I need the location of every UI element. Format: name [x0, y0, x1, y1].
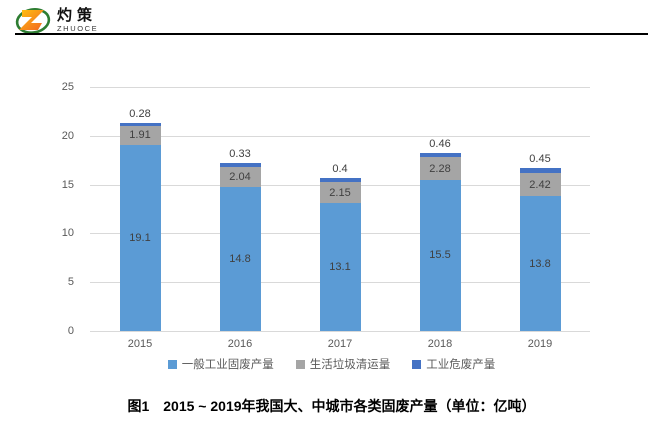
bar-value-label: 19.1	[129, 231, 151, 244]
bar-value-label: 13.1	[329, 261, 351, 274]
y-axis-tick-label: 20	[61, 129, 74, 142]
x-axis-label: 2019	[527, 338, 553, 350]
gridline	[90, 135, 590, 137]
bar-value-label: 13.8	[529, 257, 551, 270]
y-axis-tick-label: 25	[61, 81, 74, 93]
bar-segment: 2.42	[519, 172, 561, 197]
bar-segment	[319, 178, 361, 183]
bar-value-label: 2.42	[529, 178, 551, 191]
legend-swatch	[295, 359, 305, 369]
bar-segment: 19.1	[119, 144, 161, 331]
company-logo: 灼策 ZHUOCE	[14, 4, 98, 36]
bar-segment: 2.28	[419, 157, 461, 180]
bar-top-value-label: 0.46	[429, 137, 451, 150]
bar-segment	[519, 168, 561, 173]
bar-segment: 13.1	[319, 203, 361, 331]
brand-name-en: ZHUOCE	[57, 23, 99, 33]
legend-label: 一般工业固废产量	[181, 359, 274, 371]
bar-segment: 2.04	[219, 166, 261, 187]
stacked-bar-chart: 0 5 10 15 20 25 19.1 1.91 0.28 2015 14.8 2.04 0.33 2…	[0, 75, 663, 367]
bar-value-label: 2.28	[429, 162, 451, 175]
brand-text: 灼策 ZHUOCE	[57, 8, 98, 33]
y-axis-tick-label: 0	[67, 325, 74, 337]
bar-top-value-label: 0.33	[229, 148, 251, 161]
zhuoce-z-icon	[15, 8, 51, 34]
bar-segment: 14.8	[219, 186, 261, 331]
y-axis-tick-label: 15	[61, 178, 74, 191]
x-axis-label: 2017	[327, 338, 353, 350]
bar-value-label: 15.5	[429, 249, 451, 262]
bar-segment: 15.5	[419, 179, 461, 331]
bar-segment	[119, 123, 161, 126]
legend-swatch	[412, 359, 422, 369]
bar-top-value-label: 0.28	[129, 108, 151, 121]
bar-segment	[219, 163, 261, 167]
bar-value-label: 14.8	[229, 252, 251, 265]
bar-top-value-label: 0.4	[332, 163, 348, 176]
bar-value-label: 2.04	[229, 170, 251, 183]
legend-item: 生活垃圾清运量	[295, 356, 391, 372]
header-divider	[15, 33, 648, 35]
gridline	[90, 331, 590, 332]
gridline	[90, 87, 590, 88]
bar-segment: 2.15	[319, 182, 361, 204]
legend-label: 工业危废产量	[426, 359, 496, 371]
y-axis-tick-label: 10	[61, 227, 74, 240]
legend-label: 生活垃圾清运量	[309, 359, 391, 371]
x-axis-label: 2016	[227, 338, 253, 350]
bar-segment: 13.8	[519, 196, 561, 331]
legend-item: 一般工业固废产量	[167, 356, 274, 372]
bar-segment: 1.91	[119, 125, 161, 145]
brand-name-cn: 灼策	[57, 6, 98, 24]
y-axis-tick-label: 5	[67, 276, 74, 289]
x-axis-label: 2018	[427, 338, 453, 350]
bar-segment	[419, 152, 461, 158]
figure-caption: 图1 2015 ~ 2019年我国大、中城市各类固废产量（单位：亿吨）	[127, 398, 536, 414]
plot-area: 19.1 1.91 0.28 2015 14.8 2.04 0.33 2016 13.1 2.15…	[90, 87, 590, 350]
bar-value-label: 1.91	[129, 129, 151, 142]
bar-value-label: 2.15	[329, 186, 351, 199]
bar-top-value-label: 0.45	[529, 153, 551, 166]
legend-swatch	[167, 359, 177, 369]
x-axis-label: 2015	[127, 338, 153, 350]
chart-legend: 一般工业固废产量 生活垃圾清运量 工业危废产量	[0, 356, 663, 372]
legend-item: 工业危废产量	[412, 356, 495, 372]
